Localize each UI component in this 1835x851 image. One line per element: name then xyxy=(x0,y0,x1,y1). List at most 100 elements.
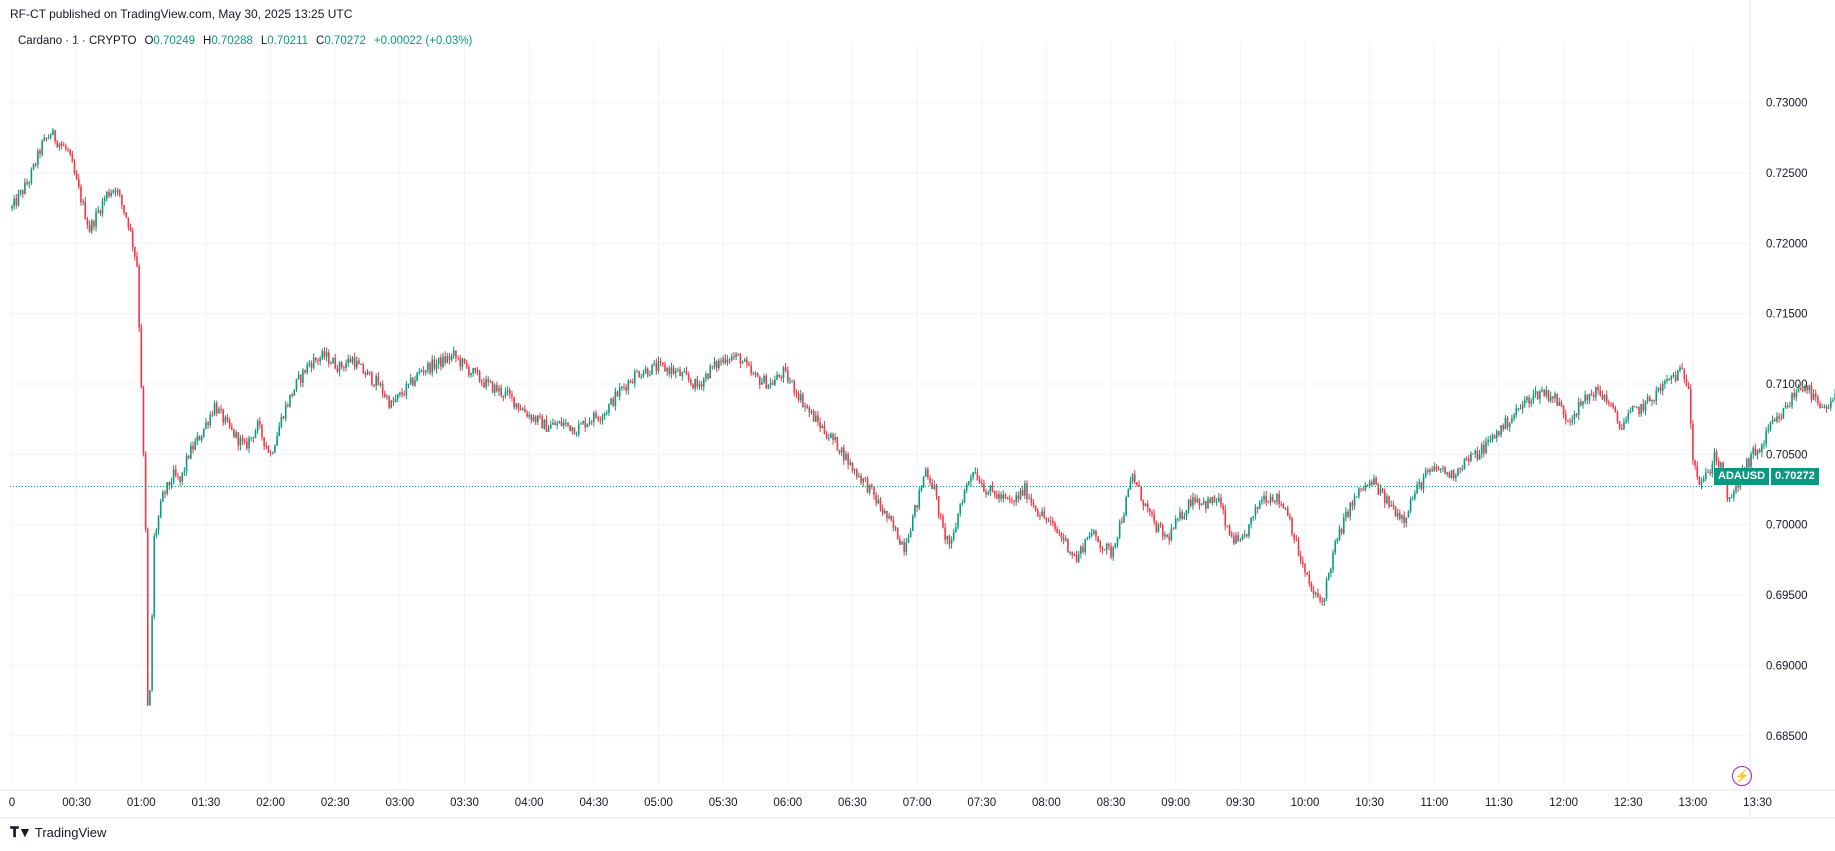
candle-body xyxy=(452,350,455,356)
candle-body xyxy=(198,436,201,441)
candle-body xyxy=(1177,518,1179,520)
candle-body xyxy=(787,370,789,382)
candle-body xyxy=(289,394,291,407)
candle-body xyxy=(597,417,599,420)
candle-body xyxy=(1194,497,1196,503)
close-label: C xyxy=(316,35,325,47)
candle-body xyxy=(513,396,515,408)
candle-body xyxy=(980,482,983,484)
candle-body xyxy=(474,368,477,371)
candle-body xyxy=(103,198,106,202)
candle-body xyxy=(1429,469,1431,472)
candle-body xyxy=(791,381,793,383)
candle-body xyxy=(1371,481,1373,485)
candle-body xyxy=(1073,555,1076,557)
candle-body xyxy=(112,190,115,193)
candle-body xyxy=(903,541,905,552)
candle-body xyxy=(1000,494,1002,500)
candle-body xyxy=(711,365,714,367)
candle-body xyxy=(1720,462,1722,468)
candle-body xyxy=(720,360,722,363)
candle-body xyxy=(1209,498,1211,504)
candle-body xyxy=(209,414,212,426)
y-tick-label: 0.69000 xyxy=(1766,660,1808,672)
candle-body xyxy=(1278,493,1280,504)
candle-body xyxy=(392,400,395,403)
candle-body xyxy=(987,492,990,495)
candle-body xyxy=(696,379,699,387)
candle-body xyxy=(1765,431,1767,445)
candle-body xyxy=(806,405,808,408)
candle-body xyxy=(49,135,52,138)
candle-body xyxy=(1793,393,1795,398)
candle-body xyxy=(468,366,470,376)
candle-body xyxy=(431,359,434,373)
candle-body xyxy=(1084,539,1086,553)
candle-body xyxy=(1077,553,1080,562)
candle-body xyxy=(1058,532,1061,534)
candle-body xyxy=(1545,390,1548,396)
candle-body xyxy=(1567,420,1569,422)
candle-body xyxy=(159,501,162,517)
candle-body xyxy=(1455,475,1457,479)
footer-branding[interactable]: 𝐓▼ TradingView xyxy=(10,824,106,841)
candle-body xyxy=(1435,466,1438,470)
candle-body xyxy=(1485,441,1487,454)
candle-body xyxy=(1069,552,1071,554)
candle-body xyxy=(1008,498,1011,500)
candle-body xyxy=(1638,407,1640,414)
candle-body xyxy=(1189,499,1192,506)
candle-body xyxy=(845,454,847,461)
candle-body xyxy=(45,137,48,139)
candle-body xyxy=(1541,389,1543,392)
candle-body xyxy=(1508,423,1511,428)
high-label: H xyxy=(203,35,212,47)
candle-body xyxy=(1668,378,1670,380)
candle-body xyxy=(728,359,731,361)
candle-body xyxy=(1157,524,1160,532)
candle-body xyxy=(761,382,763,385)
candle-body xyxy=(580,423,582,425)
candle-body xyxy=(127,217,130,228)
candle-body xyxy=(349,359,352,363)
candle-body xyxy=(1597,386,1599,391)
candle-body xyxy=(1802,389,1804,392)
low-label: L xyxy=(260,35,268,47)
candle-body xyxy=(252,437,255,439)
candle-body xyxy=(668,368,671,374)
candle-body xyxy=(1424,470,1427,477)
candle-body xyxy=(1127,489,1130,498)
change-value: +0.00022 (+0.03%) xyxy=(373,35,473,47)
candle-body xyxy=(498,387,500,392)
candle-body xyxy=(1752,448,1755,455)
candle-body xyxy=(627,380,630,391)
candle-body xyxy=(610,398,612,405)
candle-body xyxy=(1317,592,1319,597)
candle-body xyxy=(1810,385,1813,400)
candle-body xyxy=(1618,421,1621,429)
candle-body xyxy=(1560,402,1563,407)
candle-body xyxy=(618,387,621,397)
candle-body xyxy=(944,527,946,540)
candle-body xyxy=(616,391,619,397)
candle-body xyxy=(868,484,871,493)
candle-body xyxy=(1651,399,1653,402)
candle-body xyxy=(1332,552,1334,570)
candle-body xyxy=(465,362,468,367)
candle-body xyxy=(1620,428,1623,430)
candle-body xyxy=(1235,535,1237,544)
symbol-label[interactable]: Cardano · 1 · CRYPTO xyxy=(18,35,137,47)
candle-body xyxy=(780,376,783,379)
candle-body xyxy=(763,376,765,383)
candle-body xyxy=(30,169,33,183)
candle-body xyxy=(190,445,192,459)
candle-body xyxy=(420,370,423,372)
candle-body xyxy=(56,141,59,147)
candle-body xyxy=(379,384,382,386)
candle-body xyxy=(666,368,668,372)
candle-body xyxy=(573,427,576,435)
close-value: 0.70272 xyxy=(324,35,366,47)
lightning-icon[interactable]: ⚡ xyxy=(1732,766,1752,786)
candle-body xyxy=(1136,482,1138,485)
